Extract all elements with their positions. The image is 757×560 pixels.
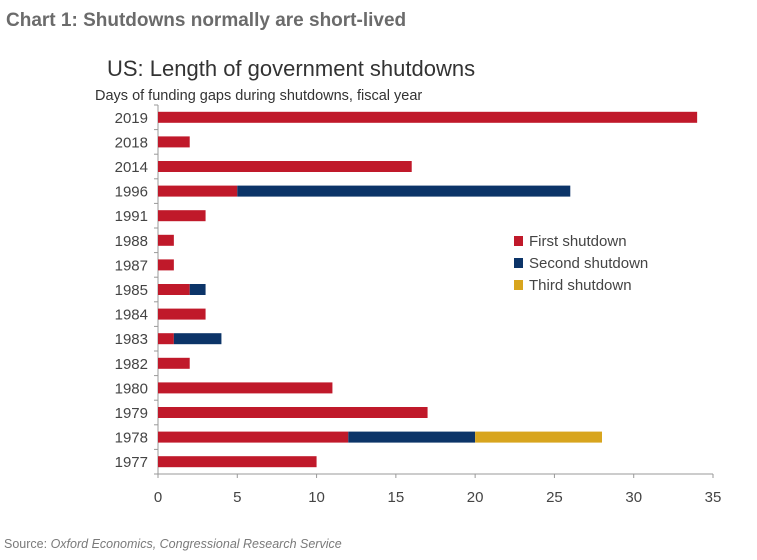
bar-second-shutdown [189, 284, 206, 295]
bar-first-shutdown [158, 284, 190, 295]
bar-first-shutdown [158, 136, 190, 148]
source-note: Source: Oxford Economics, Congressional … [4, 537, 342, 551]
x-tick-label: 5 [233, 489, 241, 506]
y-tick-label: 1978 [115, 430, 148, 447]
bar-third-shutdown [475, 431, 602, 443]
chart-title: US: Length of government shutdowns [107, 56, 476, 81]
legend-swatch [514, 280, 523, 290]
bar-first-shutdown [158, 161, 412, 172]
legend-swatch [514, 258, 523, 268]
bar-second-shutdown [348, 431, 476, 443]
bar-first-shutdown [158, 111, 698, 123]
x-tick-label: 0 [154, 489, 162, 506]
y-tick-label: 2019 [115, 110, 148, 127]
bar-first-shutdown [158, 407, 428, 418]
y-tick-label: 1983 [115, 331, 148, 348]
y-tick-label: 1991 [115, 208, 148, 225]
x-tick-label: 10 [308, 489, 325, 506]
source-text: Oxford Economics, Congressional Research… [50, 537, 342, 551]
x-tick-label: 30 [625, 489, 642, 506]
chart-subtitle: Days of funding gaps during shutdowns, f… [95, 88, 423, 104]
y-tick-label: 1980 [115, 380, 148, 397]
y-tick-label: 1996 [115, 184, 148, 201]
x-tick-label: 15 [388, 489, 405, 506]
legend-label: Third shutdown [529, 277, 632, 294]
chart-heading: Chart 1: Shutdowns normally are short-li… [6, 10, 407, 31]
bar-first-shutdown [158, 234, 174, 246]
source-label: Source: [4, 537, 48, 551]
bar-second-shutdown [237, 185, 571, 197]
legend-swatch [514, 236, 523, 246]
y-tick-label: 2014 [115, 159, 148, 176]
legend-label: Second shutdown [529, 255, 648, 272]
bar-first-shutdown [158, 431, 349, 443]
bar-second-shutdown [173, 333, 222, 345]
bar-first-shutdown [158, 357, 190, 369]
bar-first-shutdown [158, 382, 333, 394]
bar-first-shutdown [158, 185, 238, 197]
x-tick-label: 25 [546, 489, 563, 506]
y-tick-label: 1987 [115, 257, 148, 274]
y-tick-label: 1982 [115, 356, 148, 373]
bar-first-shutdown [158, 308, 206, 320]
legend-label: First shutdown [529, 233, 627, 250]
x-tick-label: 35 [705, 489, 722, 506]
bar-first-shutdown [158, 456, 317, 468]
x-tick-label: 20 [467, 489, 484, 506]
bar-first-shutdown [158, 210, 206, 222]
bar-first-shutdown [158, 333, 174, 345]
y-tick-label: 1988 [115, 233, 148, 250]
y-tick-label: 1985 [115, 282, 148, 299]
y-tick-label: 2018 [115, 134, 148, 151]
y-tick-label: 1979 [115, 405, 148, 422]
y-tick-label: 1984 [115, 307, 148, 324]
y-tick-label: 1977 [115, 454, 148, 471]
bar-first-shutdown [158, 259, 174, 271]
